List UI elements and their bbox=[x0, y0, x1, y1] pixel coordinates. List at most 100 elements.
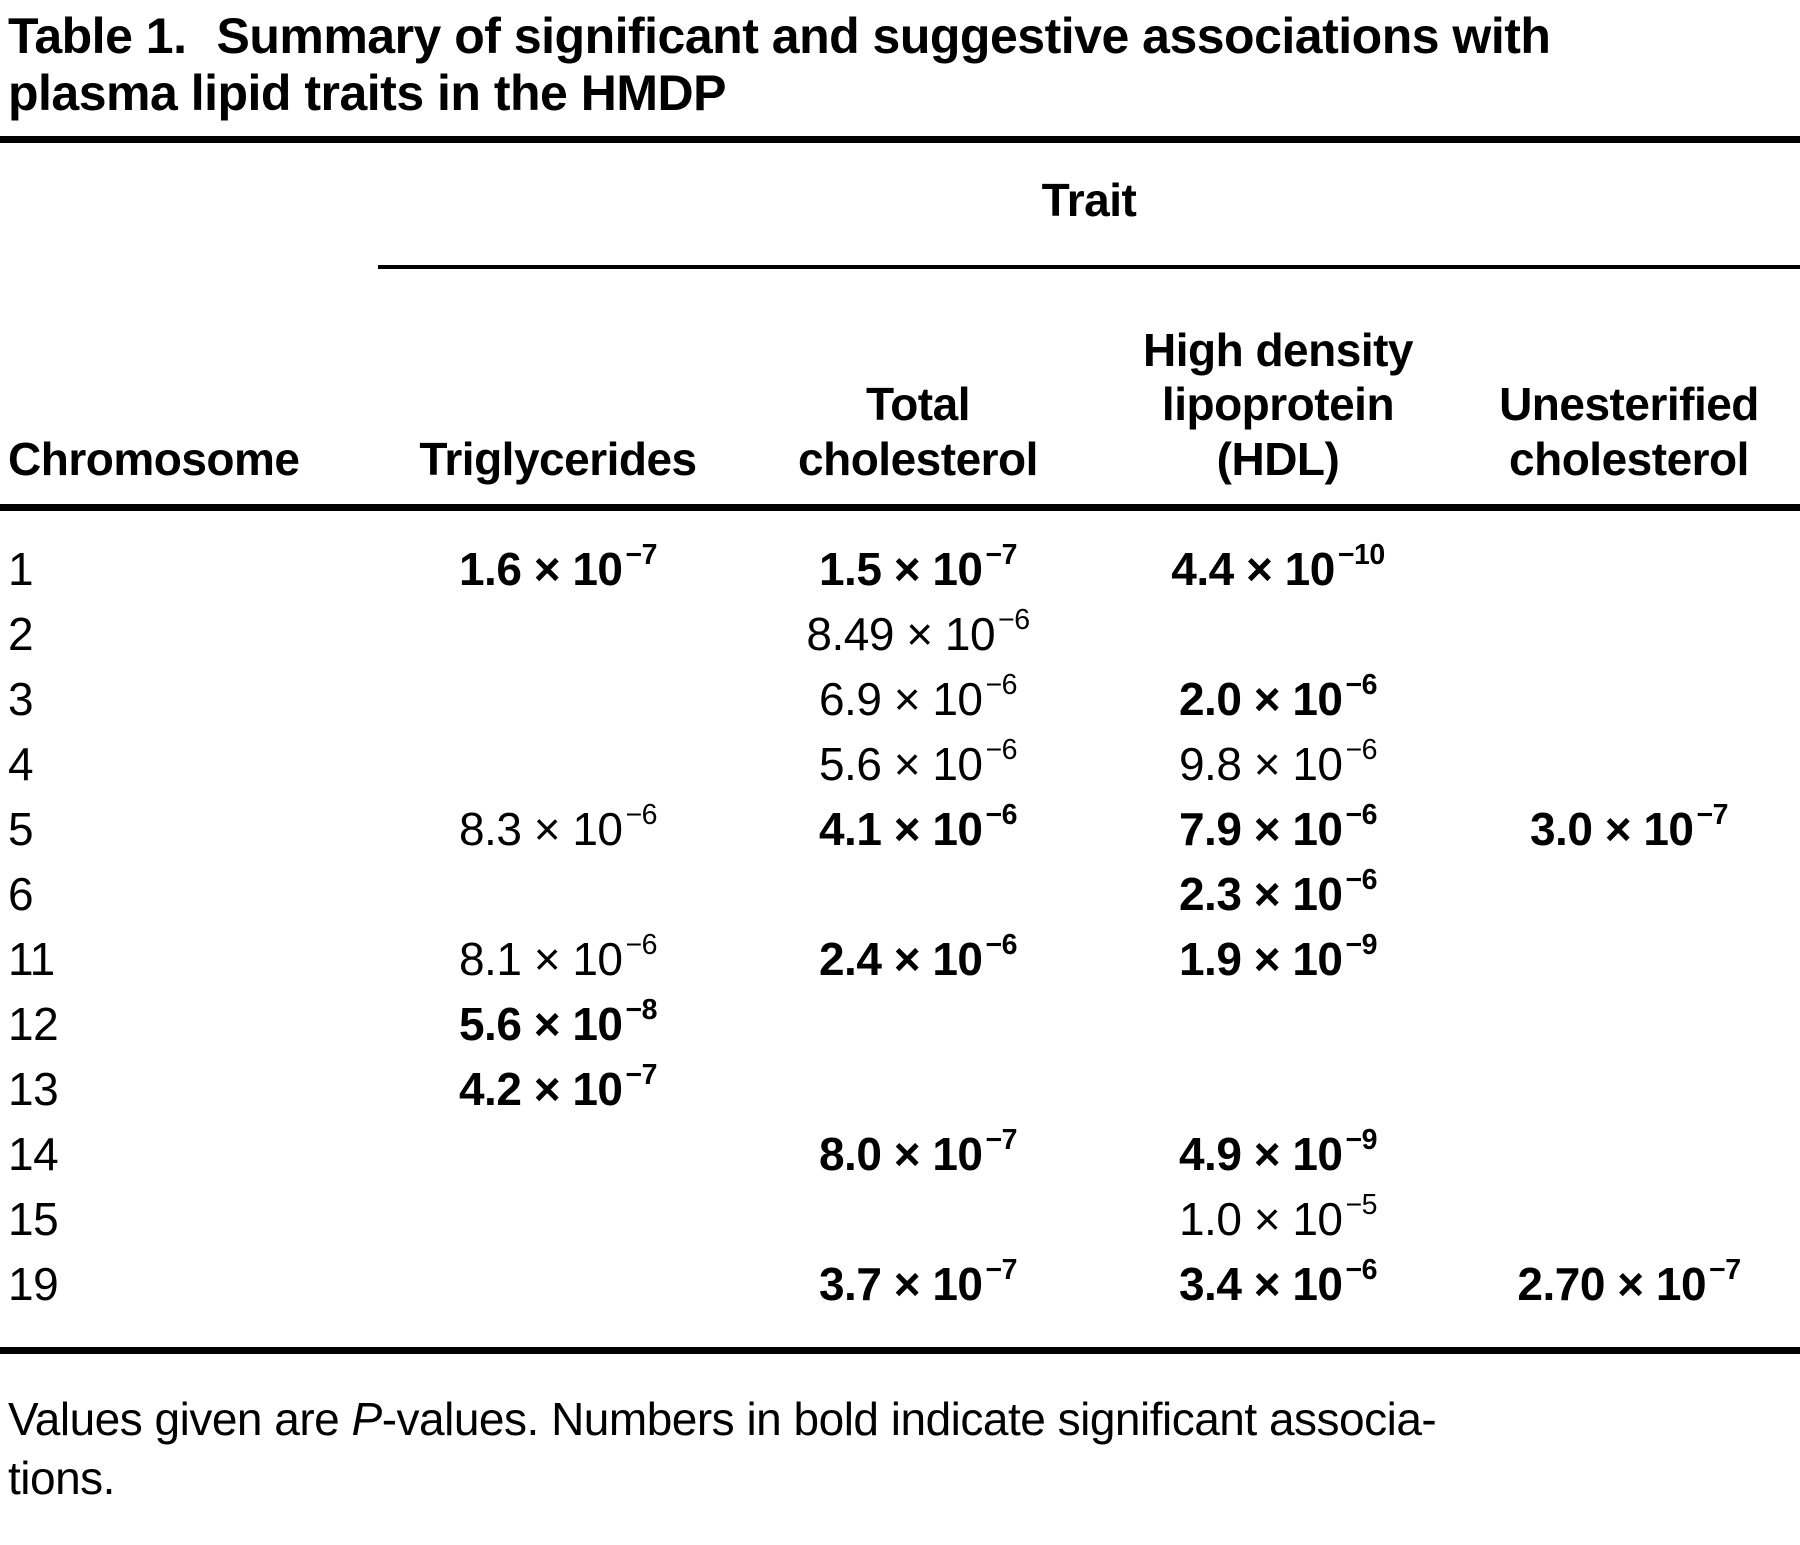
p-value-cell: 4.1 × 10 −6 bbox=[738, 797, 1098, 862]
p-value-cell: 4.9 × 10 −9 bbox=[1098, 1122, 1458, 1187]
chromosome-cell: 4 bbox=[8, 738, 34, 791]
table-footnote: Values given are P-values. Numbers in bo… bbox=[0, 1390, 1788, 1508]
table-row: 3 6.9 × 10 −6 2.0 × 10 −6 bbox=[0, 667, 1800, 732]
p-value-cell bbox=[378, 1187, 738, 1252]
chromosome-cell: 6 bbox=[8, 868, 34, 921]
p-value-cell bbox=[1458, 732, 1800, 797]
footnote-text: Values given are bbox=[8, 1392, 352, 1445]
p-value: 1.6 × 10 −7 bbox=[458, 538, 658, 596]
column-header-chromosome: Chromosome bbox=[0, 267, 378, 511]
column-header-total-cholesterol: Total cholesterol bbox=[738, 267, 1098, 511]
p-value-cell: 7.9 × 10 −6 bbox=[1098, 797, 1458, 862]
p-value: 4.1 × 10 −6 bbox=[818, 798, 1018, 856]
table-row: 15 1.0 × 10 −5 bbox=[0, 1187, 1800, 1252]
table-row: 13 4.2 × 10 −7 bbox=[0, 1057, 1800, 1122]
p-value: 3.7 × 10 −7 bbox=[818, 1253, 1018, 1311]
table-title: Table 1. Summary of significant and sugge… bbox=[0, 0, 1800, 122]
table-row: 2 8.49 × 10 −6 bbox=[0, 602, 1800, 667]
p-value-cell: 9.8 × 10 −6 bbox=[1098, 732, 1458, 797]
chromosome-cell: 15 bbox=[8, 1193, 59, 1246]
p-value-cell: 1.9 × 10 −9 bbox=[1098, 927, 1458, 992]
p-value: 1.5 × 10 −7 bbox=[818, 538, 1018, 596]
p-value-cell: 2.0 × 10 −6 bbox=[1098, 667, 1458, 732]
p-value: 8.3 × 10 −6 bbox=[458, 798, 658, 856]
p-value-cell: 3.4 × 10 −6 bbox=[1098, 1251, 1458, 1354]
table-row: 14 8.0 × 10 −7 4.9 × 10 −9 bbox=[0, 1122, 1800, 1187]
p-value-cell bbox=[1458, 927, 1800, 992]
p-value-cell bbox=[1458, 602, 1800, 667]
chromosome-cell: 11 bbox=[8, 933, 55, 986]
p-value: 8.0 × 10 −7 bbox=[818, 1123, 1018, 1181]
column-header-row: Chromosome Triglycerides Total cholester… bbox=[0, 267, 1800, 511]
p-value: 8.1 × 10 −6 bbox=[458, 928, 658, 986]
footnote-p-italic: P bbox=[351, 1392, 383, 1445]
trait-header-row: Trait bbox=[0, 139, 1800, 269]
p-value: 8.49 × 10 −6 bbox=[806, 603, 1030, 661]
p-value-cell: 6.9 × 10 −6 bbox=[738, 667, 1098, 732]
column-header-triglycerides: Triglycerides bbox=[378, 267, 738, 511]
p-value: 2.3 × 10 −6 bbox=[1178, 863, 1378, 921]
p-value: 5.6 × 10 −8 bbox=[458, 993, 658, 1051]
p-value: 3.0 × 10 −7 bbox=[1529, 798, 1729, 856]
table-row: 11 8.1 × 10 −6 2.4 × 10 −6 1.9 × 10 −9 bbox=[0, 927, 1800, 992]
column-header-hdl: High density lipoprotein (HDL) bbox=[1098, 267, 1458, 511]
p-value: 5.6 × 10 −6 bbox=[818, 733, 1018, 791]
chromosome-cell: 5 bbox=[8, 803, 34, 856]
chromosome-cell: 14 bbox=[8, 1128, 59, 1181]
p-value-cell bbox=[738, 862, 1098, 927]
p-value: 4.4 × 10 −10 bbox=[1171, 538, 1385, 596]
p-value: 1.9 × 10 −9 bbox=[1178, 928, 1378, 986]
p-value-cell: 2.70 × 10 −7 bbox=[1458, 1251, 1800, 1354]
lipid-associations-table: Trait Chromosome Triglycerides Total cho… bbox=[0, 136, 1800, 1354]
p-value-cell: 3.0 × 10 −7 bbox=[1458, 797, 1800, 862]
p-value: 4.9 × 10 −9 bbox=[1178, 1123, 1378, 1181]
p-value-cell bbox=[378, 1251, 738, 1354]
p-value: 9.8 × 10 −6 bbox=[1178, 733, 1378, 791]
p-value-cell: 2.4 × 10 −6 bbox=[738, 927, 1098, 992]
p-value-cell bbox=[738, 1187, 1098, 1252]
p-value-cell bbox=[1458, 862, 1800, 927]
p-value-cell: 3.7 × 10 −7 bbox=[738, 1251, 1098, 1354]
p-value-cell bbox=[378, 862, 738, 927]
footnote-text-cont: -values. Numbers in bold indicate signif… bbox=[8, 1392, 1437, 1504]
p-value-cell bbox=[378, 732, 738, 797]
p-value-cell bbox=[738, 1057, 1098, 1122]
chromosome-cell: 13 bbox=[8, 1063, 59, 1116]
p-value-cell bbox=[1458, 1122, 1800, 1187]
p-value-cell bbox=[378, 667, 738, 732]
p-value: 4.2 × 10 −7 bbox=[458, 1058, 658, 1116]
table-body: 1 1.6 × 10 −7 1.5 × 10 −7 4.4 × 10 −10 2 8.49 × … bbox=[0, 507, 1800, 1354]
p-value: 2.0 × 10 −6 bbox=[1178, 668, 1378, 726]
chromosome-cell: 3 bbox=[8, 673, 34, 726]
p-value-cell: 4.2 × 10 −7 bbox=[378, 1057, 738, 1122]
p-value: 7.9 × 10 −6 bbox=[1178, 798, 1378, 856]
p-value-cell bbox=[1458, 667, 1800, 732]
table-number: Table 1. bbox=[8, 8, 187, 64]
p-value-cell bbox=[1098, 992, 1458, 1057]
p-value-cell: 2.3 × 10 −6 bbox=[1098, 862, 1458, 927]
p-value-cell: 1.0 × 10 −5 bbox=[1098, 1187, 1458, 1252]
table-caption: Summary of significant and suggestive as… bbox=[8, 8, 1551, 121]
p-value-cell: 8.0 × 10 −7 bbox=[738, 1122, 1098, 1187]
p-value-cell bbox=[1458, 1057, 1800, 1122]
table-row: 19 3.7 × 10 −7 3.4 × 10 −6 2.70 × 10 −7 bbox=[0, 1251, 1800, 1354]
table-row: 4 5.6 × 10 −6 9.8 × 10 −6 bbox=[0, 732, 1800, 797]
p-value: 2.4 × 10 −6 bbox=[818, 928, 1018, 986]
p-value-cell bbox=[1458, 1187, 1800, 1252]
p-value-cell bbox=[1458, 992, 1800, 1057]
p-value: 6.9 × 10 −6 bbox=[818, 668, 1018, 726]
chromosome-cell: 19 bbox=[0, 1251, 378, 1354]
trait-spanning-header: Trait bbox=[378, 139, 1800, 269]
table-row: 5 8.3 × 10 −6 4.1 × 10 −6 7.9 × 10 −6 3.0 × 10−… bbox=[0, 797, 1800, 862]
p-value-cell bbox=[1458, 507, 1800, 602]
p-value-cell: 4.4 × 10 −10 bbox=[1098, 507, 1458, 602]
p-value-cell: 8.3 × 10 −6 bbox=[378, 797, 738, 862]
p-value-cell: 1.6 × 10 −7 bbox=[378, 507, 738, 602]
p-value-cell: 5.6 × 10 −6 bbox=[738, 732, 1098, 797]
p-value-cell bbox=[738, 992, 1098, 1057]
p-value-cell: 8.49 × 10 −6 bbox=[738, 602, 1098, 667]
chromosome-cell: 12 bbox=[8, 998, 59, 1051]
p-value: 2.70 × 10 −7 bbox=[1517, 1253, 1741, 1311]
p-value-cell: 5.6 × 10 −8 bbox=[378, 992, 738, 1057]
